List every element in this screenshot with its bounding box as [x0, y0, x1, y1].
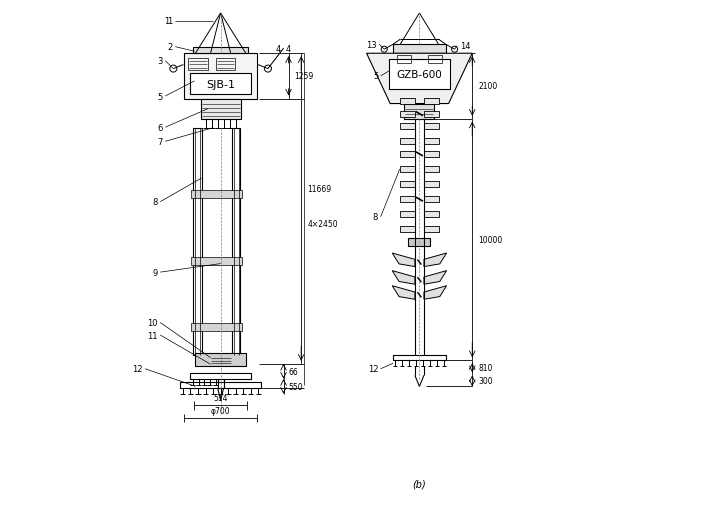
Text: 5: 5	[373, 72, 378, 81]
Polygon shape	[424, 254, 446, 267]
Polygon shape	[392, 271, 415, 285]
Text: 8: 8	[373, 213, 378, 222]
Text: 1: 1	[168, 17, 173, 26]
Polygon shape	[366, 54, 472, 105]
Bar	[195, 353, 246, 367]
Text: 14: 14	[460, 42, 470, 51]
Bar	[424, 124, 439, 130]
Text: 2100: 2100	[478, 82, 498, 91]
Bar	[232, 128, 240, 356]
Bar	[404, 105, 434, 119]
Bar	[424, 99, 439, 105]
Bar	[400, 197, 415, 203]
Text: 4: 4	[286, 44, 292, 54]
Bar	[400, 139, 415, 145]
Bar	[193, 48, 248, 54]
Text: 7: 7	[158, 137, 163, 146]
Bar	[193, 128, 202, 356]
Bar	[400, 212, 415, 218]
Bar	[215, 59, 235, 71]
Text: 514: 514	[213, 394, 228, 402]
Bar	[180, 382, 261, 388]
Bar	[192, 191, 242, 199]
Text: (b): (b)	[413, 479, 426, 488]
Text: 4×2450: 4×2450	[307, 220, 338, 229]
Polygon shape	[424, 286, 446, 299]
Bar	[190, 74, 251, 95]
Text: SJB-1: SJB-1	[206, 79, 235, 89]
Bar	[424, 152, 439, 158]
Text: 11: 11	[147, 331, 158, 340]
Bar	[400, 152, 415, 158]
Bar	[400, 227, 415, 233]
Bar	[200, 99, 241, 119]
Text: 9: 9	[153, 268, 158, 277]
Text: 11669: 11669	[307, 184, 332, 193]
Text: 2: 2	[168, 43, 173, 52]
Text: 66: 66	[289, 367, 298, 376]
Bar	[409, 238, 431, 246]
Bar	[424, 197, 439, 203]
Bar	[389, 60, 450, 90]
Text: 10: 10	[147, 318, 158, 327]
Bar	[424, 227, 439, 233]
Bar	[424, 139, 439, 145]
Text: φ700: φ700	[211, 406, 230, 415]
Bar	[394, 356, 446, 361]
Bar	[424, 182, 439, 188]
Bar	[428, 56, 442, 64]
Text: 4: 4	[276, 44, 281, 54]
Bar	[188, 59, 207, 71]
Text: 13: 13	[366, 40, 376, 49]
Bar	[400, 112, 415, 117]
Text: 810: 810	[478, 364, 493, 373]
Polygon shape	[392, 254, 415, 267]
Bar	[396, 56, 411, 64]
Bar	[190, 373, 251, 379]
Bar	[192, 323, 242, 331]
Bar	[424, 112, 439, 117]
Bar	[400, 99, 415, 105]
Polygon shape	[424, 271, 446, 285]
Polygon shape	[392, 286, 415, 299]
Text: 300: 300	[478, 377, 493, 385]
Bar	[400, 182, 415, 188]
Text: 12: 12	[368, 365, 378, 374]
Bar	[192, 257, 242, 265]
Text: 3: 3	[158, 57, 163, 66]
Text: 12: 12	[132, 365, 143, 374]
Text: GZB-600: GZB-600	[396, 70, 442, 80]
Bar	[424, 167, 439, 173]
Text: 550: 550	[289, 382, 303, 391]
Bar	[400, 167, 415, 173]
Bar	[400, 124, 415, 130]
Bar	[424, 212, 439, 218]
Text: 8: 8	[153, 198, 158, 207]
Bar	[185, 54, 257, 99]
Text: 10000: 10000	[478, 235, 503, 244]
Bar	[394, 45, 446, 54]
Text: 1: 1	[164, 17, 169, 26]
Text: 1259: 1259	[294, 72, 314, 81]
Text: 6: 6	[158, 123, 163, 132]
Text: 5: 5	[158, 92, 163, 102]
